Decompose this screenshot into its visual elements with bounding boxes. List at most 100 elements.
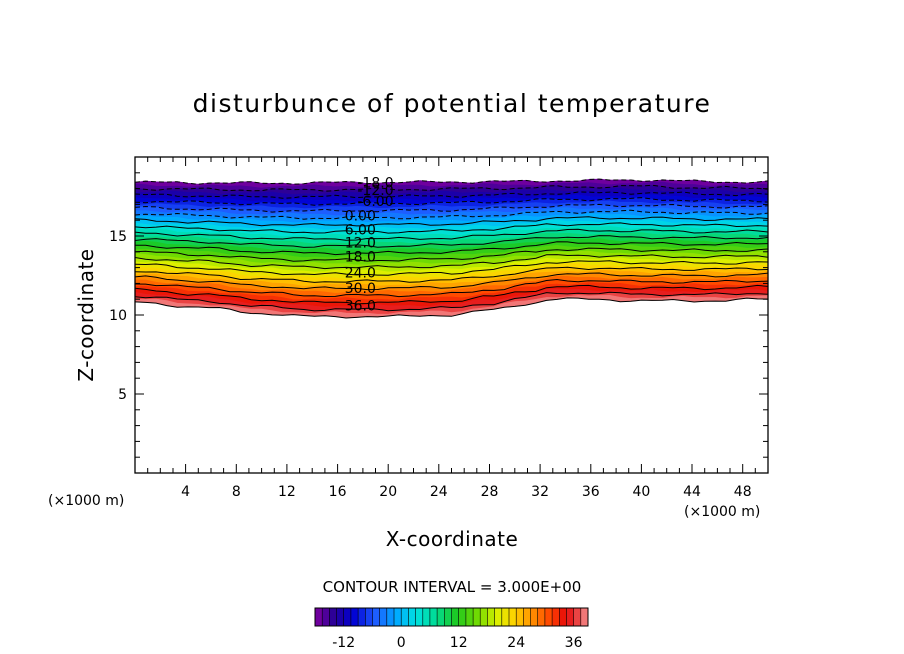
contour-label: -12.0	[357, 183, 393, 199]
colorbar-cell	[415, 608, 424, 626]
colorbar-cell	[494, 608, 503, 626]
colorbar-cell	[329, 608, 337, 626]
colorbar-cell	[429, 608, 438, 626]
colorbar-cell	[437, 608, 445, 626]
x-tick-label: 48	[734, 484, 752, 500]
contour-line	[135, 203, 768, 213]
colorbar-frame	[314, 607, 589, 627]
y-tick-label: 5	[118, 387, 127, 403]
y-axis-label: Z-coordinate	[74, 248, 98, 381]
axis-ticks	[135, 157, 768, 473]
colorbar-cell	[343, 608, 352, 626]
colorbar-cell	[552, 608, 560, 626]
x-tick-label: 16	[329, 484, 347, 500]
contour-line	[135, 247, 768, 262]
y-tick-label: 10	[109, 308, 127, 324]
colorbar-cell	[401, 608, 409, 626]
contour-line	[135, 216, 768, 227]
contour-line	[135, 197, 768, 206]
colorbar-cell	[573, 608, 582, 626]
colorbar-tick-label: 36	[565, 635, 583, 651]
y-unit-label: (×1000 m)	[48, 493, 124, 509]
contour-fill-layer	[135, 178, 768, 319]
contour-line	[135, 241, 768, 256]
y-tick-label: 15	[109, 229, 127, 245]
contour-line	[135, 260, 768, 276]
contour-line	[135, 291, 768, 312]
contour-label: 24.0	[345, 265, 376, 281]
colorbar-cell	[372, 608, 380, 626]
x-tick-label: 4	[181, 484, 190, 500]
colorbar-cell	[336, 608, 345, 626]
contour-line	[135, 278, 768, 298]
colorbar-cell	[509, 608, 517, 626]
contour-line-layer	[135, 178, 768, 319]
colorbar-cell	[458, 608, 467, 626]
colorbar-cell	[358, 608, 366, 626]
contour-label: 30.0	[345, 281, 376, 297]
contour-label: 6.00	[345, 223, 376, 239]
colorbar-tick-label: -12	[332, 635, 355, 651]
colorbar-cell	[559, 608, 567, 626]
colorbar-cell	[566, 608, 574, 626]
x-tick-label: 36	[582, 484, 600, 500]
colorbar-cell	[350, 608, 359, 626]
colorbar-tick-label: 24	[507, 635, 525, 651]
colorbar	[315, 608, 589, 626]
contour-line	[135, 228, 768, 241]
colorbar-cell	[408, 608, 416, 626]
colorbar-tick-label: 0	[397, 635, 406, 651]
chart-title: disturbunce of potential temperature	[193, 89, 712, 118]
x-tick-label: 44	[683, 484, 701, 500]
x-tick-label: 40	[632, 484, 650, 500]
colorbar-cell	[480, 608, 488, 626]
contour-interval-note: CONTOUR INTERVAL = 3.000E+00	[323, 578, 582, 596]
colorbar-cell	[544, 608, 553, 626]
colorbar-cell	[394, 608, 402, 626]
colorbar-cell	[422, 608, 431, 626]
x-tick-label: 12	[278, 484, 296, 500]
contour-label: 18.0	[345, 250, 376, 266]
colorbar-cell	[487, 608, 495, 626]
colorbar-cell	[315, 608, 323, 626]
contour-line	[135, 266, 768, 283]
contour-line	[135, 297, 768, 319]
colorbar-cell	[465, 608, 474, 626]
x-axis-label: X-coordinate	[386, 527, 519, 551]
x-tick-label: 24	[430, 484, 448, 500]
colorbar-cell	[516, 608, 524, 626]
contour-label: 12.0	[345, 235, 376, 251]
contour-label: 36.0	[345, 299, 376, 315]
contour-line	[135, 272, 768, 291]
x-tick-label: 8	[232, 484, 241, 500]
colorbar-cell	[537, 608, 546, 626]
y-tick-labels: 5 10 15	[109, 229, 127, 403]
x-tick-labels: 4 8 12 16 20 24 28 32 36 40 44 48	[181, 484, 751, 500]
colorbar-cell	[580, 608, 589, 626]
colorbar-cell	[523, 608, 531, 626]
colorbar-cell	[444, 608, 452, 626]
contour-line	[135, 184, 768, 192]
contour-line	[135, 235, 768, 248]
colorbar-tick-labels: -12 0 12 24 36	[332, 635, 582, 651]
colorbar-cell	[451, 608, 459, 626]
x-tick-label: 28	[481, 484, 499, 500]
contour-line	[135, 254, 768, 270]
colorbar-cell	[530, 608, 538, 626]
colorbar-cell	[473, 608, 481, 626]
contour-line	[135, 284, 768, 305]
x-unit-label: (×1000 m)	[684, 504, 760, 520]
colorbar-cell	[365, 608, 373, 626]
colorbar-cell	[379, 608, 388, 626]
contour-label: -18.0	[357, 175, 393, 191]
x-tick-label: 20	[379, 484, 397, 500]
colorbar-tick-label: 12	[450, 635, 468, 651]
contour-label: 0.00	[345, 209, 376, 225]
contour-label: -6.00	[357, 194, 393, 210]
contour-line	[135, 209, 768, 220]
contour-line	[135, 191, 768, 199]
contour-line	[135, 222, 768, 234]
x-tick-label: 32	[531, 484, 549, 500]
